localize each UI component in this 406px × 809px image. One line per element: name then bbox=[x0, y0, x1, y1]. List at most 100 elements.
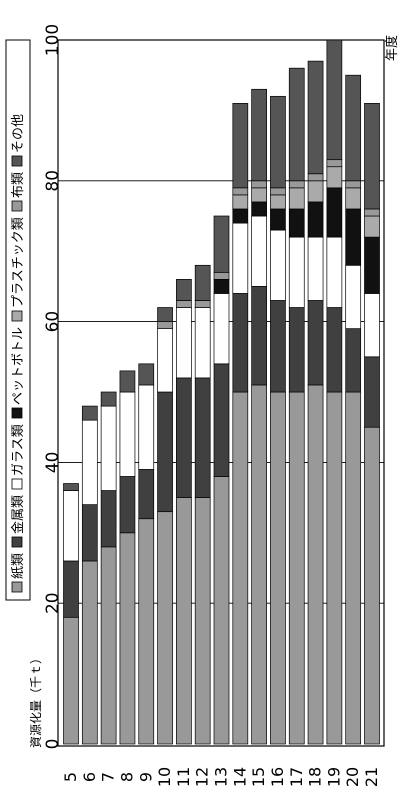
legend-label: 紙類 bbox=[11, 553, 26, 579]
category-tick-label: 20 bbox=[343, 767, 362, 787]
bar-segment bbox=[63, 490, 79, 562]
bar-segment bbox=[270, 208, 286, 231]
value-tick-label: 20 bbox=[43, 592, 63, 614]
category-tick-label: 8 bbox=[117, 772, 136, 782]
x-tick-labels: 0 20 40 60 80 100 bbox=[43, 24, 63, 750]
bar-segment bbox=[307, 180, 324, 203]
bar-segment bbox=[232, 187, 249, 196]
bar-segment bbox=[307, 173, 324, 182]
category-tick-label: 12 bbox=[193, 767, 212, 787]
bar-segment bbox=[119, 476, 136, 534]
bar-segment bbox=[270, 95, 286, 189]
bar-segment bbox=[288, 180, 305, 189]
bar-segment bbox=[345, 328, 362, 393]
bar-segment bbox=[364, 293, 380, 358]
bar-segment bbox=[326, 39, 343, 161]
category-tick-label: 10 bbox=[155, 767, 174, 787]
value-tick-label: 100 bbox=[43, 24, 63, 56]
legend-swatch bbox=[11, 407, 23, 419]
bar-segment bbox=[194, 377, 211, 498]
bar-segment bbox=[364, 356, 380, 428]
bar-segment bbox=[364, 208, 380, 217]
category-tick-label: 21 bbox=[362, 767, 381, 787]
category-tick-label: 11 bbox=[174, 767, 193, 787]
bar-segment bbox=[326, 187, 343, 238]
bar-segment bbox=[251, 215, 267, 287]
bar-segment bbox=[270, 229, 286, 301]
bar-segment bbox=[232, 293, 249, 393]
bar-segment bbox=[194, 497, 211, 745]
x-axis-label: 資源化量（千ｔ） bbox=[29, 652, 43, 748]
y-axis-label: 年度 bbox=[384, 35, 400, 61]
legend-label: ガラス類 bbox=[11, 424, 26, 476]
bar-segment bbox=[213, 476, 230, 745]
bar-segment bbox=[326, 159, 343, 168]
bar-segment bbox=[138, 518, 155, 745]
bar-segment bbox=[138, 384, 155, 470]
bar-segment bbox=[364, 215, 380, 238]
bar-segment bbox=[100, 546, 117, 745]
bar-segment bbox=[326, 391, 343, 745]
bar-segment bbox=[364, 236, 380, 294]
category-tick-label: 19 bbox=[324, 767, 343, 787]
bar-segment bbox=[176, 497, 192, 745]
bar-segment bbox=[288, 67, 305, 182]
legend-swatch bbox=[11, 200, 23, 212]
legend-label: その他 bbox=[11, 114, 26, 153]
bar-segment bbox=[326, 307, 343, 393]
bar-segment bbox=[138, 469, 155, 520]
bar-segment bbox=[251, 286, 267, 386]
legend-label: 布類 bbox=[11, 172, 26, 198]
value-tick-label: 40 bbox=[43, 452, 63, 474]
bar-segment bbox=[81, 419, 98, 505]
bar-segment bbox=[270, 300, 286, 393]
bar-segment bbox=[270, 194, 286, 210]
bar-segment bbox=[100, 490, 117, 548]
bar-segment bbox=[251, 88, 267, 182]
bar-segment bbox=[213, 293, 230, 365]
bar-segment bbox=[307, 60, 324, 175]
bar-segment bbox=[307, 384, 324, 745]
bar-segment bbox=[63, 560, 79, 618]
legend-label: プラスチック類 bbox=[11, 217, 26, 308]
category-tick-label: 9 bbox=[136, 772, 155, 782]
bar-segment bbox=[364, 426, 380, 745]
legend-swatch bbox=[11, 478, 23, 490]
bar-segment bbox=[100, 405, 117, 491]
bar-segment bbox=[251, 384, 267, 745]
bar-segment bbox=[138, 363, 155, 386]
bar-segment bbox=[232, 103, 249, 189]
legend: 紙類 金属類 ガラス類 ペットボトル プラスチック類 布類 その他 bbox=[5, 39, 31, 601]
bar-segment bbox=[232, 222, 249, 294]
legend-items: 紙類 金属類 ガラス類 ペットボトル プラスチック類 布類 その他 bbox=[10, 114, 26, 593]
bar-segment bbox=[176, 377, 192, 498]
legend-label: 金属類 bbox=[10, 495, 26, 534]
value-tick-label: 80 bbox=[43, 170, 63, 192]
bar-segment bbox=[194, 300, 211, 308]
bar-segment bbox=[157, 307, 173, 322]
category-tick-label: 18 bbox=[306, 767, 325, 787]
value-tick-label: 60 bbox=[43, 311, 63, 333]
category-tick-label: 14 bbox=[230, 767, 249, 787]
bar-segment bbox=[345, 180, 362, 189]
bar-segment bbox=[176, 307, 192, 379]
bar-segment bbox=[345, 391, 362, 745]
bar-segment bbox=[176, 300, 192, 308]
value-tick-label: 0 bbox=[43, 739, 63, 750]
bar-segment bbox=[345, 74, 362, 182]
bar-segment bbox=[213, 279, 230, 294]
bar-segment bbox=[326, 236, 343, 308]
bar-segment bbox=[157, 321, 173, 329]
bar-segment bbox=[119, 370, 136, 393]
bar-segment bbox=[251, 201, 267, 217]
bar-segment bbox=[213, 215, 230, 273]
bar-segment bbox=[63, 616, 79, 745]
bar-segment bbox=[364, 103, 380, 210]
legend-label: ペットボトル bbox=[11, 327, 26, 405]
bar-segment bbox=[307, 236, 324, 301]
bar-segment bbox=[345, 264, 362, 329]
bar-segment bbox=[270, 187, 286, 196]
legend-swatch bbox=[11, 155, 23, 167]
bar-segment bbox=[176, 279, 192, 301]
